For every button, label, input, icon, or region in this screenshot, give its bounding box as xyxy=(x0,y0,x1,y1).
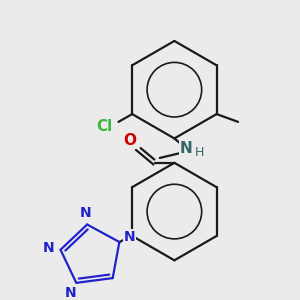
Text: O: O xyxy=(123,133,136,148)
Text: Cl: Cl xyxy=(97,119,113,134)
Text: H: H xyxy=(195,146,204,159)
Text: N: N xyxy=(124,230,136,244)
Text: N: N xyxy=(80,206,92,220)
Text: N: N xyxy=(43,241,55,255)
Text: N: N xyxy=(180,141,192,156)
Text: N: N xyxy=(65,286,76,300)
